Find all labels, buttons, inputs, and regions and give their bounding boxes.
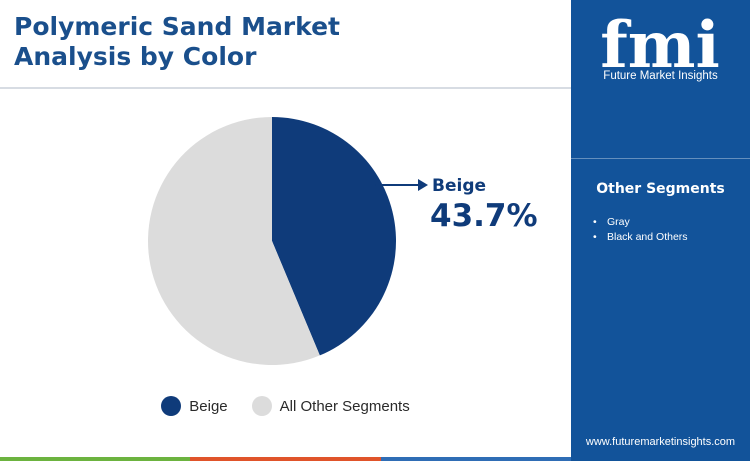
title-divider xyxy=(0,87,571,89)
callout-value: 43.7% xyxy=(430,198,538,234)
callout-label: Beige xyxy=(432,176,487,196)
pie-slice-beige xyxy=(272,117,396,356)
legend-swatch-other xyxy=(251,396,272,416)
footer-bar-green xyxy=(0,457,191,461)
title-line-2: Analysis by Color xyxy=(14,42,257,71)
footer-bar-blue xyxy=(380,457,571,461)
legend-label-other: All Other Segments xyxy=(279,397,410,415)
footer-bar-orange xyxy=(190,457,381,461)
pie-slice-other xyxy=(147,117,320,366)
sidebar: fmi Future Market Insights Other Segment… xyxy=(571,0,750,461)
other-segments-list: Gray Black and Others xyxy=(593,215,688,245)
legend-item-beige: Beige xyxy=(161,396,228,416)
chart-title: Polymeric Sand Market Analysis by Color xyxy=(14,12,340,72)
sidebar-divider xyxy=(571,158,750,159)
pie-chart xyxy=(147,117,428,366)
legend-item-other: All Other Segments xyxy=(251,396,410,416)
fmi-logo: fmi xyxy=(600,8,720,83)
segment-item-black: Black and Others xyxy=(593,230,688,245)
title-line-1: Polymeric Sand Market xyxy=(14,12,341,41)
legend-swatch-beige xyxy=(161,396,182,416)
logo-wordmark: fmi xyxy=(600,8,720,83)
chart-legend: Beige All Other Segments xyxy=(0,396,571,416)
callout-arrow-head xyxy=(418,179,428,191)
other-segments-heading: Other Segments xyxy=(596,181,725,197)
legend-label-beige: Beige xyxy=(189,397,228,415)
logo-subtitle: Future Market Insights xyxy=(603,70,718,82)
footer-color-bar xyxy=(0,457,571,461)
segment-item-gray: Gray xyxy=(593,215,688,230)
website-url[interactable]: www.futuremarketinsights.com xyxy=(585,436,736,448)
